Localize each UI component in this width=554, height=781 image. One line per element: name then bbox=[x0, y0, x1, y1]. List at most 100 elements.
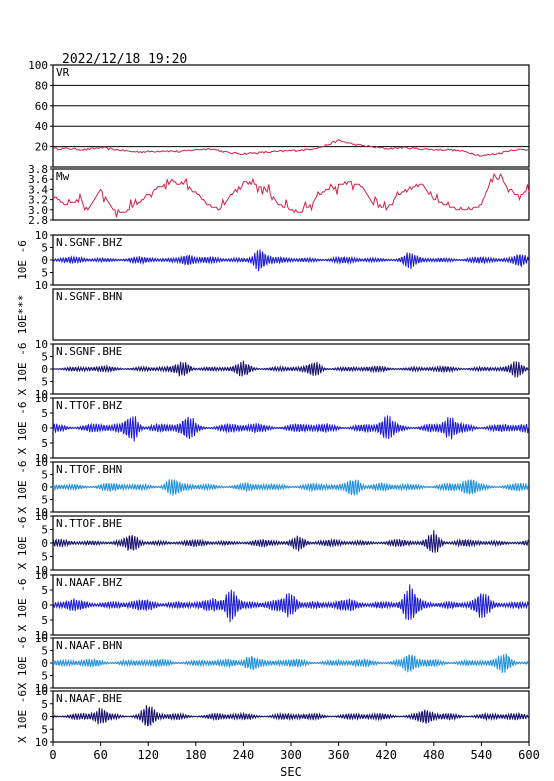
y-tick-label: 10 bbox=[35, 685, 48, 698]
y-tick-label: 20 bbox=[35, 141, 48, 154]
x-tick-label: 300 bbox=[280, 748, 302, 762]
panels-group: 20406080100VR2.83.03.23.43.63.8Mw1050510… bbox=[16, 59, 530, 749]
x-tick-label: 0 bbox=[49, 748, 56, 762]
y-tick-label: 80 bbox=[35, 79, 48, 92]
y-tick-label: 10 bbox=[35, 279, 48, 292]
panel-title: N.SGNF.BHZ bbox=[56, 236, 123, 249]
y-tick-label: 10 bbox=[35, 229, 48, 242]
panel-title: N.NAAF.BHE bbox=[56, 692, 122, 705]
y-tick-label: 10 bbox=[35, 506, 48, 519]
panel-title: N.NAAF.BHN bbox=[56, 639, 122, 652]
y-tick-label: 5 bbox=[41, 584, 48, 597]
y-tick-label: 0 bbox=[41, 599, 48, 612]
y-tick-label: 5 bbox=[41, 494, 48, 507]
y-tick-label: 10 bbox=[35, 392, 48, 405]
y-tick-label: 5 bbox=[41, 267, 48, 280]
y-tick-label: 10 bbox=[35, 338, 48, 351]
panel-title: N.TTOF.BHE bbox=[56, 517, 122, 530]
y-axis-label: X 10E -6 bbox=[16, 343, 29, 396]
y-tick-label: 100 bbox=[28, 59, 48, 72]
y-tick-label: 5 bbox=[41, 376, 48, 389]
panel-title: N.TTOF.BHN bbox=[56, 463, 122, 476]
y-tick-label: 5 bbox=[41, 524, 48, 537]
y-tick-label: 0 bbox=[41, 363, 48, 376]
y-axis-label: X 10E -6 bbox=[16, 402, 29, 455]
waveform-trace bbox=[52, 653, 529, 673]
x-axis-label: SEC bbox=[280, 765, 302, 779]
panel-title: Mw bbox=[56, 170, 70, 183]
y-tick-label: 5 bbox=[41, 645, 48, 658]
y-tick-label: 5 bbox=[41, 723, 48, 736]
x-tick-label: 420 bbox=[375, 748, 397, 762]
y-tick-label: 5 bbox=[41, 698, 48, 711]
waveform-trace bbox=[52, 584, 529, 623]
data-series-line bbox=[52, 139, 530, 157]
y-tick-label: 40 bbox=[35, 120, 48, 133]
y-tick-label: 3.6 bbox=[28, 173, 48, 186]
x-axis: 0 60 120 180 240 300 360 420 480 540 600 bbox=[49, 742, 540, 762]
y-tick-label: 0 bbox=[41, 711, 48, 724]
y-tick-label: 10 bbox=[35, 510, 48, 523]
y-tick-label: 10 bbox=[35, 736, 48, 749]
figure-timestamp: 2022/12/18 19:20 bbox=[62, 52, 187, 67]
panel-n-naaf-bhz: 10 5 0 5 10 N.NAAF.BHZ X 10E -6 bbox=[16, 569, 530, 642]
y-axis-label: 10E*** bbox=[16, 295, 29, 335]
y-tick-label: 0 bbox=[41, 254, 48, 267]
y-tick-label: 3.4 bbox=[28, 183, 48, 196]
y-axis-label: 10E -6 bbox=[16, 240, 29, 280]
y-axis-label: X 10E -6 bbox=[16, 637, 29, 690]
panel-n-sgnf-bhn: N.SGNF.BHN 10E*** bbox=[16, 288, 530, 341]
x-tick-label: 480 bbox=[423, 748, 445, 762]
y-axis-label: X 10E -6 bbox=[16, 690, 29, 743]
panel-title: VR bbox=[56, 66, 70, 79]
y-tick-label: 0 bbox=[41, 481, 48, 494]
y-tick-label: 10 bbox=[35, 682, 48, 695]
y-tick-label: 60 bbox=[35, 100, 48, 113]
panel-title: N.TTOF.BHZ bbox=[56, 399, 123, 412]
x-tick-label: 240 bbox=[233, 748, 255, 762]
panel-frame bbox=[52, 168, 530, 221]
y-tick-label: 5 bbox=[41, 351, 48, 364]
x-tick-label: 540 bbox=[471, 748, 493, 762]
data-series-line bbox=[52, 172, 530, 218]
y-tick-label: 3.8 bbox=[28, 163, 48, 176]
y-tick-label: 10 bbox=[35, 452, 48, 465]
y-tick-label: 3.2 bbox=[28, 194, 48, 207]
y-tick-label: 5 bbox=[41, 469, 48, 482]
panel-vr: 20 40 60 80 100 VR bbox=[28, 59, 530, 168]
panel-n-ttof-bhz: 10 5 0 5 10 N.TTOF.BHZ X 10E -6 bbox=[16, 392, 530, 465]
panel-title: N.NAAF.BHZ bbox=[56, 576, 123, 589]
y-tick-label: 10 bbox=[35, 564, 48, 577]
x-tick-label: 120 bbox=[137, 748, 159, 762]
x-tick-label: 180 bbox=[185, 748, 207, 762]
x-tick-label: 600 bbox=[518, 748, 540, 762]
panel-frame bbox=[52, 288, 530, 341]
y-tick-label: 5 bbox=[41, 437, 48, 450]
y-tick-label: 10 bbox=[35, 632, 48, 645]
y-tick-label: 10 bbox=[35, 569, 48, 582]
x-tick-label: 60 bbox=[93, 748, 107, 762]
waveform-trace bbox=[52, 249, 529, 272]
y-axis-label: X 10E -6 bbox=[16, 461, 29, 514]
y-tick-label: 5 bbox=[41, 242, 48, 255]
y-tick-label: 10 bbox=[35, 388, 48, 401]
y-tick-label: 10 bbox=[35, 456, 48, 469]
y-tick-label: 0 bbox=[41, 657, 48, 670]
panel-frame bbox=[52, 64, 530, 168]
y-tick-label: 5 bbox=[41, 551, 48, 564]
panel-title: N.SGNF.BHN bbox=[56, 290, 122, 303]
y-tick-label: 0 bbox=[41, 537, 48, 550]
panel-mw: 2.83.03.23.43.63.8 Mw bbox=[28, 163, 530, 227]
waveform-trace bbox=[53, 360, 529, 378]
y-axis-label: X 10E -6 bbox=[16, 517, 29, 570]
waveform-trace bbox=[52, 705, 529, 727]
y-tick-label: 5 bbox=[41, 407, 48, 420]
y-tick-label: 5 bbox=[41, 614, 48, 627]
waveform-trace bbox=[52, 530, 529, 553]
